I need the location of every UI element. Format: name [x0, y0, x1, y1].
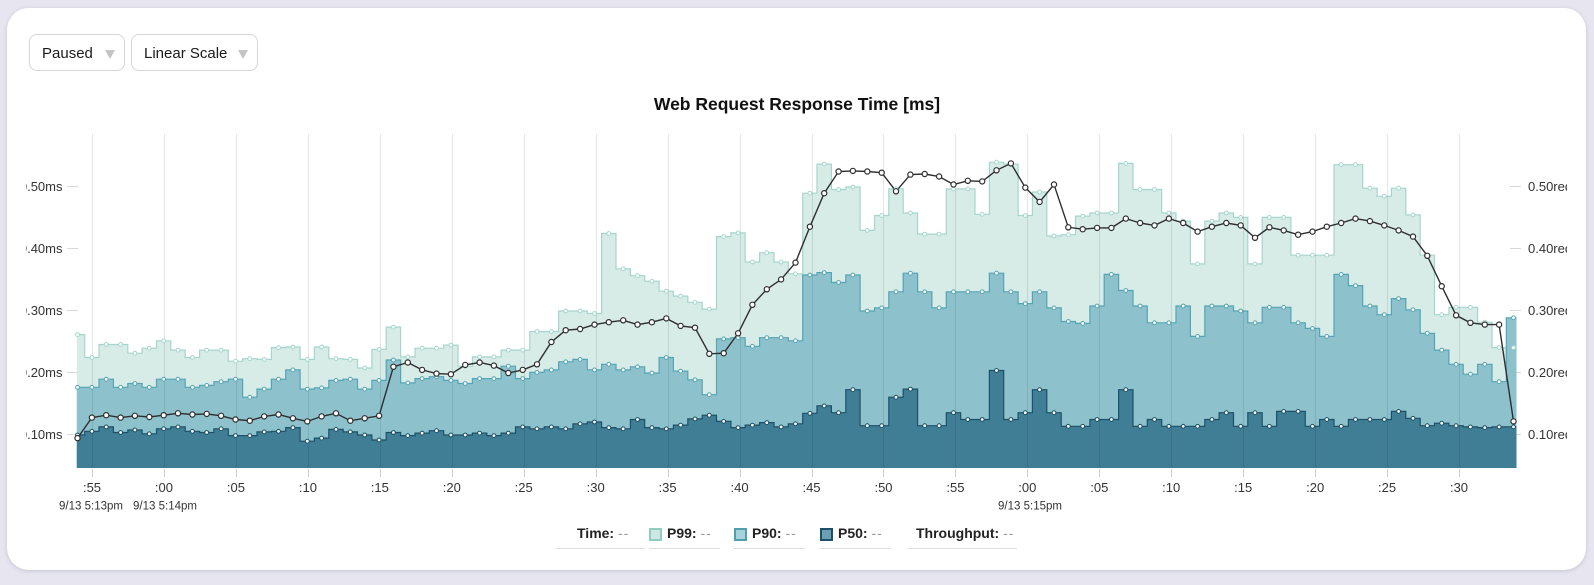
svg-text:9/13 5:15pm: 9/13 5:15pm	[998, 501, 1062, 513]
svg-text::50: :50	[874, 480, 892, 495]
svg-text:0.10ms: 0.10ms	[26, 427, 63, 442]
svg-text:9/13 5:13pm: 9/13 5:13pm	[59, 501, 123, 513]
svg-text:0.30req/s: 0.30req/s	[1528, 303, 1567, 318]
svg-text:0.40req/s: 0.40req/s	[1528, 241, 1567, 256]
svg-text::25: :25	[515, 480, 533, 495]
svg-text::15: :15	[371, 480, 389, 495]
svg-text::30: :30	[587, 480, 605, 495]
svg-text:0.10req/s: 0.10req/s	[1528, 427, 1567, 442]
svg-text::20: :20	[1306, 480, 1324, 495]
svg-text::05: :05	[1090, 480, 1108, 495]
svg-text::00: :00	[155, 480, 173, 495]
svg-text::30: :30	[1450, 480, 1468, 495]
svg-text::05: :05	[227, 480, 245, 495]
svg-text::15: :15	[1234, 480, 1252, 495]
svg-text:0.30ms: 0.30ms	[26, 303, 63, 318]
svg-text:0.50req/s: 0.50req/s	[1528, 179, 1567, 194]
svg-text::00: :00	[1018, 480, 1036, 495]
svg-text::55: :55	[946, 480, 964, 495]
svg-text::20: :20	[443, 480, 461, 495]
svg-text::40: :40	[731, 480, 749, 495]
svg-text:9/13 5:14pm: 9/13 5:14pm	[133, 501, 197, 513]
svg-text::35: :35	[659, 480, 677, 495]
svg-text:0.50ms: 0.50ms	[26, 179, 63, 194]
svg-text:0.20req/s: 0.20req/s	[1528, 365, 1567, 380]
svg-text::10: :10	[299, 480, 317, 495]
svg-text::45: :45	[802, 480, 820, 495]
svg-text::55: :55	[83, 480, 101, 495]
svg-text::10: :10	[1162, 480, 1180, 495]
svg-text:0.40ms: 0.40ms	[26, 241, 63, 256]
svg-text:0.20ms: 0.20ms	[26, 365, 63, 380]
svg-text::25: :25	[1378, 480, 1396, 495]
